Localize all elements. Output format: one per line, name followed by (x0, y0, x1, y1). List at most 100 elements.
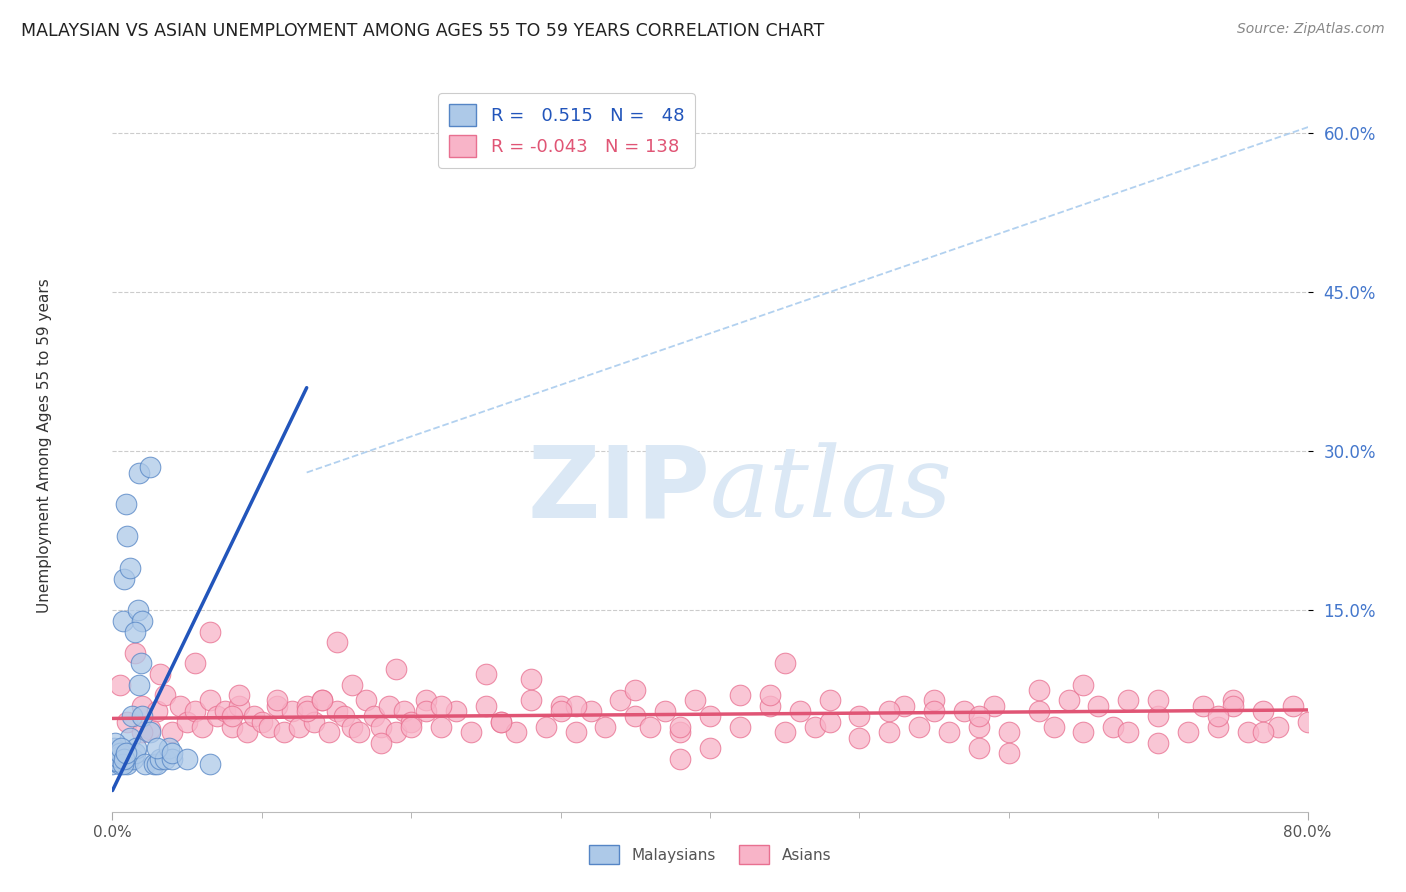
Point (624, 709, 647, 723)
Point (879, 725, 901, 739)
Point (728, 720, 751, 734)
Point (564, 698, 586, 713)
Point (107, 749, 129, 764)
Text: Source: ZipAtlas.com: Source: ZipAtlas.com (1237, 22, 1385, 37)
Point (773, 657, 796, 671)
Point (1296, 714, 1319, 729)
Point (139, 460, 162, 475)
Point (198, 757, 221, 772)
Point (1073, 677, 1095, 691)
Point (1147, 693, 1170, 707)
Point (893, 698, 915, 713)
Point (534, 720, 557, 734)
Text: ZIP: ZIP (527, 442, 710, 539)
Point (1118, 693, 1140, 707)
Point (104, 749, 127, 764)
Point (250, 714, 273, 729)
Point (347, 725, 370, 739)
Point (1251, 704, 1274, 718)
Text: atlas: atlas (710, 442, 953, 538)
Point (205, 709, 228, 723)
Point (103, 754, 125, 768)
Point (162, 752, 183, 766)
Point (117, 714, 139, 729)
Point (124, 747, 146, 761)
Point (1028, 704, 1050, 718)
Point (325, 704, 347, 718)
Point (176, 714, 198, 729)
Point (654, 704, 676, 718)
Point (1251, 725, 1274, 739)
Point (879, 704, 901, 718)
Point (378, 698, 401, 713)
Point (1206, 720, 1229, 734)
Point (236, 725, 259, 739)
Point (922, 693, 945, 707)
Point (243, 709, 266, 723)
Point (624, 682, 647, 697)
Point (110, 752, 132, 766)
Point (124, 624, 146, 639)
Point (908, 720, 931, 734)
Point (1147, 736, 1170, 750)
Point (311, 693, 333, 707)
Point (550, 698, 572, 713)
Point (579, 704, 602, 718)
Point (385, 725, 408, 739)
Point (848, 709, 870, 723)
Point (111, 614, 134, 628)
Point (370, 736, 392, 750)
Point (1281, 698, 1303, 713)
Point (105, 754, 128, 768)
Point (340, 720, 363, 734)
Point (266, 698, 288, 713)
Point (669, 752, 692, 766)
Point (967, 720, 990, 734)
Point (1028, 682, 1050, 697)
Point (669, 720, 692, 734)
Point (983, 698, 1005, 713)
Point (131, 698, 153, 713)
Point (122, 752, 145, 766)
Point (595, 720, 617, 734)
Point (114, 752, 135, 766)
Point (953, 704, 976, 718)
Point (489, 714, 512, 729)
Point (124, 646, 146, 660)
Point (333, 709, 356, 723)
Point (938, 725, 960, 739)
Point (1206, 709, 1229, 723)
Point (228, 698, 250, 713)
Point (505, 725, 527, 739)
Point (146, 741, 169, 756)
Legend: Malaysians, Asians: Malaysians, Asians (582, 839, 838, 870)
Point (1267, 720, 1289, 734)
Point (415, 693, 437, 707)
Point (1102, 720, 1125, 734)
Point (108, 677, 131, 691)
Point (149, 752, 172, 766)
Point (392, 704, 415, 718)
Point (302, 714, 325, 729)
Point (1118, 725, 1140, 739)
Point (325, 635, 347, 649)
Point (191, 720, 214, 734)
Point (146, 704, 169, 718)
Point (128, 677, 150, 691)
Point (1177, 725, 1199, 739)
Point (143, 757, 166, 772)
Point (120, 561, 142, 575)
Point (273, 725, 295, 739)
Point (153, 752, 176, 766)
Point (121, 709, 143, 723)
Point (107, 747, 129, 761)
Point (134, 757, 156, 772)
Point (288, 720, 311, 734)
Point (789, 704, 811, 718)
Point (550, 704, 572, 718)
Point (803, 720, 825, 734)
Point (520, 693, 543, 707)
Point (728, 688, 751, 702)
Point (401, 720, 423, 734)
Point (1073, 725, 1095, 739)
